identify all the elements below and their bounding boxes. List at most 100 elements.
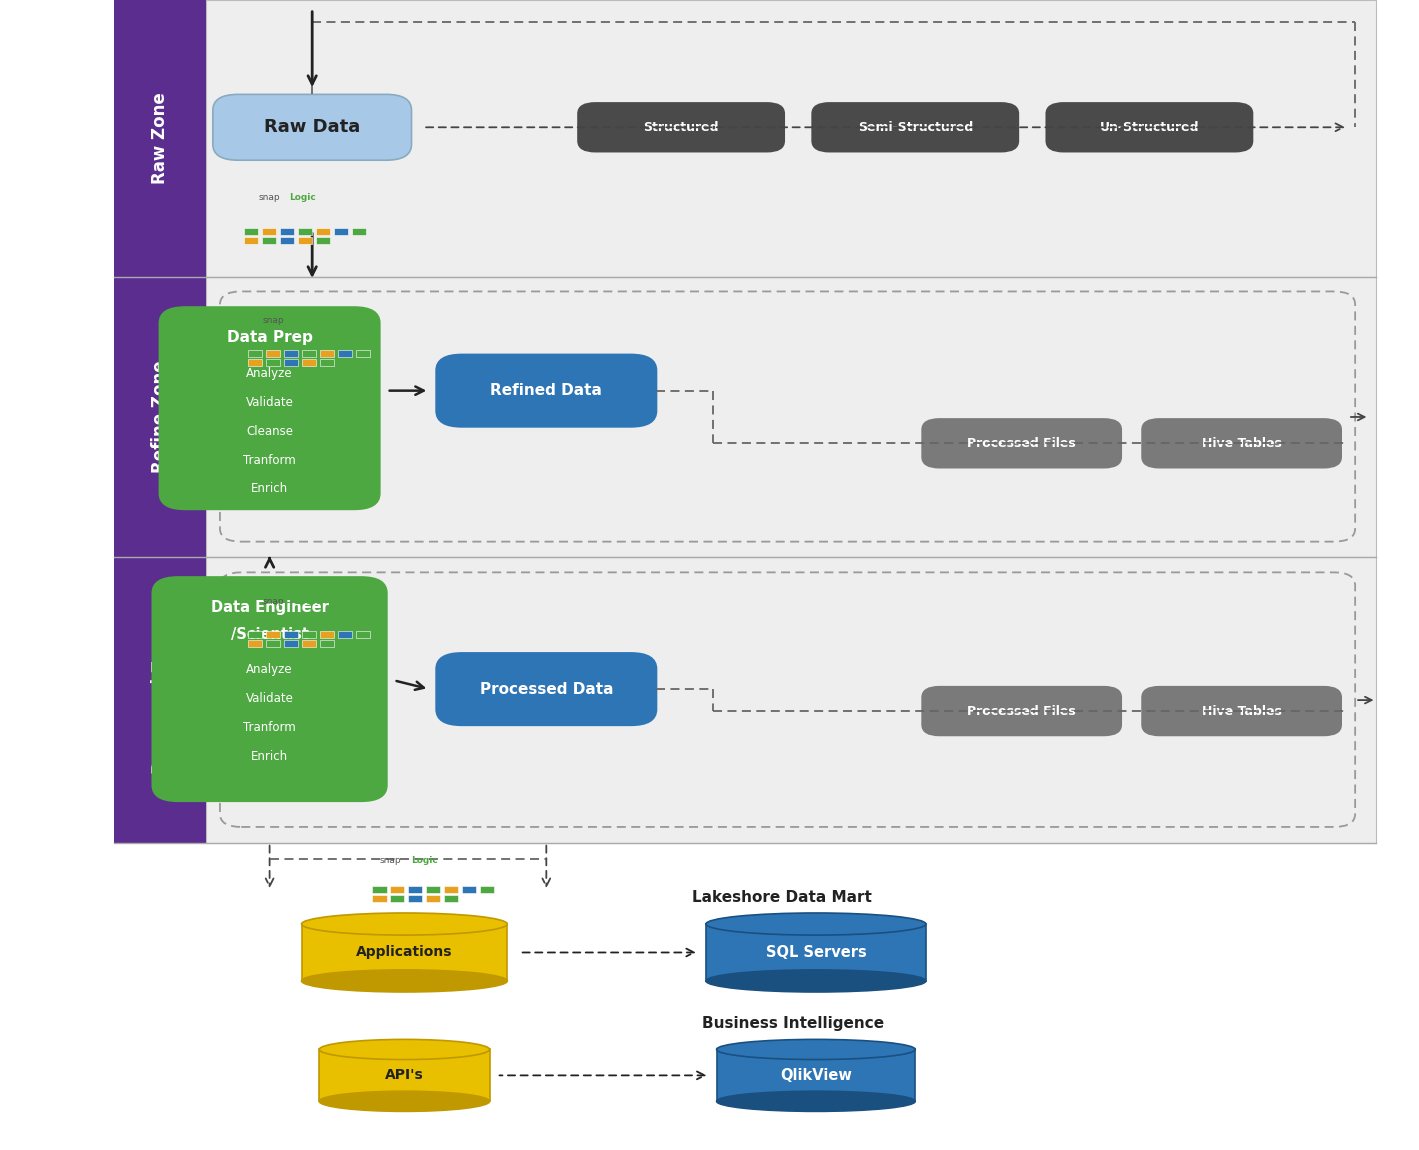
Text: QlikView: QlikView (780, 1068, 851, 1083)
Text: Structured: Structured (643, 121, 719, 133)
Bar (302, 631, 316, 638)
Ellipse shape (717, 1040, 915, 1059)
Text: Enrich: Enrich (251, 483, 288, 496)
Bar (409, 895, 423, 902)
Ellipse shape (301, 969, 508, 992)
Text: Lakeshore Data Mart: Lakeshore Data Mart (692, 890, 871, 905)
Bar (267, 639, 281, 647)
Bar (463, 886, 477, 892)
Bar (114, 0, 206, 276)
Bar (248, 350, 263, 358)
Bar (426, 886, 440, 892)
Bar (321, 639, 333, 647)
FancyBboxPatch shape (1142, 420, 1341, 467)
Bar (390, 886, 404, 892)
Ellipse shape (705, 913, 925, 935)
Ellipse shape (319, 1040, 490, 1059)
Text: /Scientist: /Scientist (231, 627, 308, 642)
Bar (244, 228, 258, 235)
Bar (319, 1050, 490, 1102)
Bar (248, 639, 263, 647)
Bar (284, 639, 298, 647)
Text: Raw Zone: Raw Zone (150, 92, 169, 184)
Bar (298, 228, 312, 235)
Text: Raw Data: Raw Data (264, 118, 360, 137)
Bar (302, 359, 316, 367)
Bar (263, 237, 277, 244)
Text: Validate: Validate (245, 396, 294, 408)
Text: snap: snap (379, 856, 402, 865)
Bar (284, 359, 298, 367)
FancyBboxPatch shape (922, 687, 1121, 735)
FancyBboxPatch shape (812, 104, 1019, 152)
Bar (480, 886, 494, 892)
Bar (302, 639, 316, 647)
Bar (206, 558, 1376, 843)
Text: Processed Files: Processed Files (968, 437, 1076, 450)
Ellipse shape (301, 913, 508, 935)
Bar (248, 359, 263, 367)
FancyBboxPatch shape (437, 354, 656, 427)
Bar (338, 350, 352, 358)
Text: Analyze: Analyze (247, 662, 292, 676)
Bar (390, 895, 404, 902)
Bar (338, 631, 352, 638)
Bar (301, 925, 507, 981)
Ellipse shape (717, 1091, 915, 1111)
Text: snap: snap (263, 316, 284, 324)
Bar (263, 228, 277, 235)
Bar (356, 350, 370, 358)
Bar (267, 359, 281, 367)
FancyBboxPatch shape (1047, 104, 1253, 152)
Text: Validate: Validate (245, 692, 294, 705)
Text: API's: API's (385, 1068, 424, 1082)
Bar (302, 350, 316, 358)
Bar (267, 350, 281, 358)
FancyBboxPatch shape (437, 653, 656, 726)
Bar (280, 228, 294, 235)
Text: Tranform: Tranform (243, 453, 297, 467)
Text: snap: snap (258, 193, 280, 202)
Text: Refined Data: Refined Data (491, 383, 602, 398)
Bar (267, 631, 281, 638)
Bar (444, 895, 458, 902)
Text: Logic: Logic (412, 856, 437, 865)
Ellipse shape (319, 1091, 490, 1111)
Text: Logic: Logic (289, 193, 316, 202)
Text: SQL Servers: SQL Servers (765, 945, 867, 960)
Text: Refine Zone: Refine Zone (150, 361, 169, 474)
Bar (352, 228, 366, 235)
Bar (356, 631, 370, 638)
Bar (316, 228, 329, 235)
Bar (206, 276, 1376, 558)
Text: Tranform: Tranform (243, 721, 297, 734)
Text: Logic: Logic (294, 316, 321, 324)
Text: Processed Data: Processed Data (480, 682, 613, 697)
Bar (316, 237, 329, 244)
Text: Data Prep: Data Prep (227, 330, 312, 345)
Bar (321, 350, 333, 358)
Bar (321, 359, 333, 367)
Bar (409, 886, 423, 892)
Text: Enrich: Enrich (251, 750, 288, 762)
Text: Data Engineer: Data Engineer (210, 600, 329, 615)
Bar (244, 237, 258, 244)
Bar (372, 886, 386, 892)
Bar (284, 350, 298, 358)
FancyBboxPatch shape (160, 307, 380, 509)
FancyBboxPatch shape (922, 420, 1121, 467)
Bar (333, 228, 348, 235)
Bar (280, 237, 294, 244)
Text: snap: snap (263, 597, 284, 606)
Bar (444, 886, 458, 892)
FancyBboxPatch shape (213, 94, 412, 160)
Bar (426, 895, 440, 902)
Bar (705, 925, 925, 981)
Bar (372, 895, 386, 902)
Text: Processed Files: Processed Files (968, 705, 1076, 718)
Bar (321, 631, 333, 638)
Bar (717, 1050, 915, 1102)
Text: Processed Zone: Processed Zone (150, 626, 169, 774)
FancyBboxPatch shape (1142, 687, 1341, 735)
Text: Cleanse: Cleanse (245, 424, 294, 437)
